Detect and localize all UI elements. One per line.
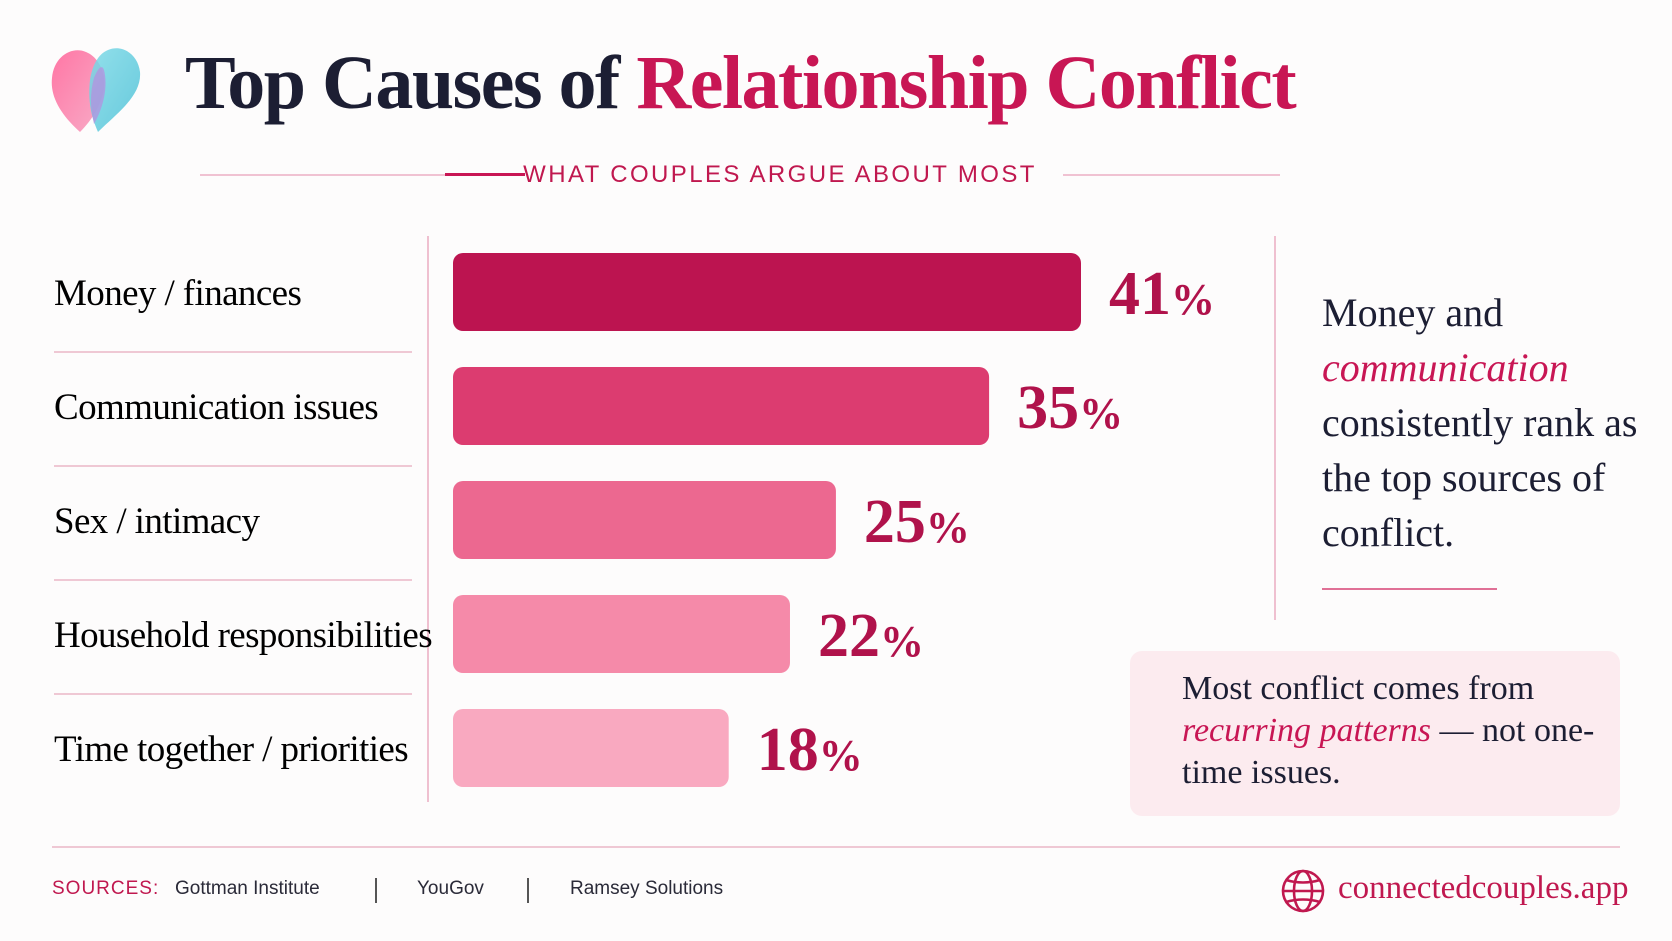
note-text-part2: — not one-time issues.: [1182, 712, 1595, 791]
subtitle: WHAT COUPLES ARGUE ABOUT MOST: [523, 161, 1037, 188]
source-item: YouGov: [417, 878, 484, 899]
source-item: Ramsey Solutions: [570, 878, 724, 899]
bar: [453, 367, 990, 445]
category-label: Money / finances: [54, 273, 301, 314]
subtitle-rule-right: [1063, 174, 1280, 176]
note-highlight: recurring patterns: [1182, 712, 1432, 749]
hearts-logo-icon: [51, 48, 141, 133]
insight-highlight: communication: [1322, 345, 1569, 390]
website-link[interactable]: connectedcouples.app: [1338, 870, 1629, 906]
footer-rule: [52, 846, 1620, 848]
note-box: [1130, 651, 1620, 816]
source-separator: [527, 878, 529, 903]
category-label: Communication issues: [54, 387, 378, 428]
category-label: Household responsibilities: [54, 615, 432, 656]
bar: [453, 595, 790, 673]
title-text: Top Causes of: [185, 41, 637, 125]
category-label: Sex / intimacy: [54, 501, 260, 542]
page-title: Top Causes of Relationship Conflict: [185, 36, 1297, 131]
source-separator: [375, 878, 377, 903]
bar: [453, 253, 1081, 331]
bars-layer: Money / finances 41% Communication issues 3…: [54, 253, 1215, 787]
value-label: 25%: [864, 488, 970, 556]
note-text-part1: Most conflict comes from: [1182, 670, 1535, 707]
subtitle-rule-left: [200, 174, 445, 176]
bar: [453, 709, 729, 787]
insight-text-part2: consistently rank as the top sources of …: [1322, 400, 1638, 555]
insight-text: Money and communication consistently ran…: [1322, 285, 1652, 560]
category-label: Time together / priorities: [54, 729, 408, 770]
value-label: 22%: [818, 602, 924, 670]
source-item: Gottman Institute: [175, 878, 320, 899]
note-text: Most conflict comes from recurring patte…: [1182, 668, 1602, 794]
value-label: 41%: [1109, 260, 1215, 328]
value-label: 35%: [1017, 374, 1123, 442]
insight-text-part1: Money and: [1322, 290, 1504, 335]
title-highlight: Relationship Conflict: [636, 41, 1296, 125]
sources-label: SOURCES:: [52, 878, 160, 899]
bar: [453, 481, 836, 559]
insight-underline: [1322, 588, 1497, 590]
value-label: 18%: [757, 716, 863, 784]
subtitle-rule-left-accent: [445, 173, 525, 176]
globe-icon: [1281, 869, 1325, 913]
